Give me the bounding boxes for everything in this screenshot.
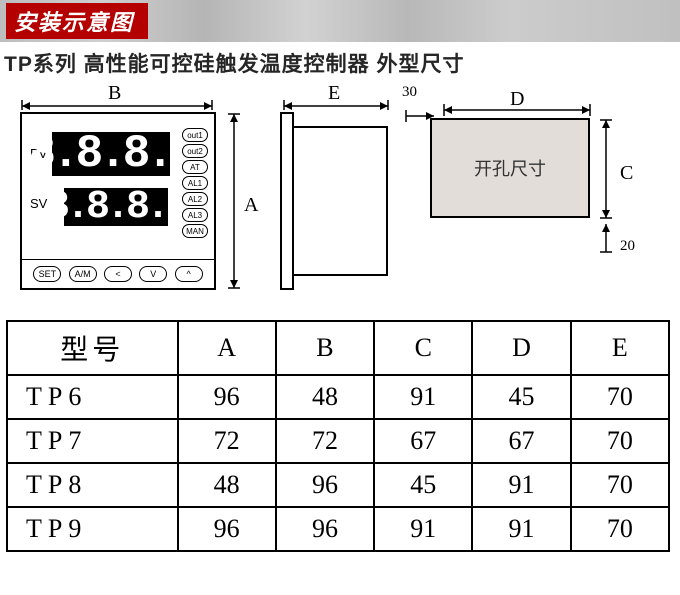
col-model: 型号 bbox=[7, 321, 178, 375]
cell: 96 bbox=[178, 375, 276, 419]
left-button: < bbox=[104, 266, 132, 282]
led-al3: AL3 bbox=[182, 208, 208, 222]
diagram-area: B A PV 8.8.8.8 SV 8.8.8.8 out1 out2 AT A… bbox=[0, 84, 680, 314]
table-header-row: 型号 A B C D E bbox=[7, 321, 669, 375]
cutout-label: 开孔尺寸 bbox=[474, 155, 546, 181]
cell: 45 bbox=[374, 463, 472, 507]
led-al1: AL1 bbox=[182, 176, 208, 190]
cell: 91 bbox=[472, 463, 570, 507]
offset-right-label: 20 bbox=[620, 238, 635, 255]
pv-segments: 8.8.8.8 bbox=[28, 128, 193, 180]
led-man: MAN bbox=[182, 224, 208, 238]
dim-c-label: C bbox=[620, 162, 633, 185]
dim-b-label: B bbox=[108, 82, 121, 105]
table-row: TP9 96 96 91 91 70 bbox=[7, 507, 669, 551]
cutout-rect: 开孔尺寸 bbox=[430, 118, 590, 218]
cell: 70 bbox=[571, 375, 669, 419]
cell: 96 bbox=[276, 463, 374, 507]
dim-a-arrow bbox=[222, 108, 246, 294]
col-a: A bbox=[178, 321, 276, 375]
button-row: SET A/M < V ^ bbox=[22, 259, 214, 282]
subtitle: TP系列 高性能可控硅触发温度控制器 外型尺寸 bbox=[0, 42, 680, 84]
side-body bbox=[294, 126, 388, 276]
am-button: A/M bbox=[69, 266, 97, 282]
offset-top-label: 30 bbox=[402, 84, 417, 101]
model-cell: TP9 bbox=[7, 507, 178, 551]
set-button: SET bbox=[33, 266, 61, 282]
side-view bbox=[280, 112, 390, 290]
led-al2: AL2 bbox=[182, 192, 208, 206]
dim-c-arrow bbox=[594, 114, 618, 226]
col-c: C bbox=[374, 321, 472, 375]
header-title: 安装示意图 bbox=[6, 3, 148, 39]
model-cell: TP7 bbox=[7, 419, 178, 463]
offset-right-arrow bbox=[594, 222, 618, 262]
front-panel: PV 8.8.8.8 SV 8.8.8.8 out1 out2 AT AL1 A… bbox=[20, 112, 216, 290]
table-row: TP7 72 72 67 67 70 bbox=[7, 419, 669, 463]
up-button: ^ bbox=[175, 266, 203, 282]
cell: 45 bbox=[472, 375, 570, 419]
model-cell: TP6 bbox=[7, 375, 178, 419]
header-bar: 安装示意图 bbox=[0, 0, 680, 42]
cutout-group: 30 D 开孔尺寸 C 20 bbox=[430, 118, 590, 218]
cell: 96 bbox=[178, 507, 276, 551]
col-d: D bbox=[472, 321, 570, 375]
model-cell: TP8 bbox=[7, 463, 178, 507]
table-row: TP6 96 48 91 45 70 bbox=[7, 375, 669, 419]
cell: 67 bbox=[472, 419, 570, 463]
sv-label: SV bbox=[30, 196, 47, 211]
cell: 91 bbox=[472, 507, 570, 551]
cell: 72 bbox=[276, 419, 374, 463]
dim-a-label: A bbox=[244, 194, 258, 217]
cell: 67 bbox=[374, 419, 472, 463]
led-out2: out2 bbox=[182, 144, 208, 158]
cell: 48 bbox=[178, 463, 276, 507]
sv-segments: 8.8.8.8 bbox=[46, 185, 186, 230]
cell: 72 bbox=[178, 419, 276, 463]
cell: 70 bbox=[571, 419, 669, 463]
led-out1: out1 bbox=[182, 128, 208, 142]
cell: 70 bbox=[571, 507, 669, 551]
col-e: E bbox=[571, 321, 669, 375]
cell: 96 bbox=[276, 507, 374, 551]
dimension-table: 型号 A B C D E TP6 96 48 91 45 70 TP7 72 7… bbox=[6, 320, 670, 552]
cell: 70 bbox=[571, 463, 669, 507]
sv-display: 8.8.8.8 bbox=[64, 188, 168, 226]
dim-d-label: D bbox=[510, 88, 524, 111]
led-at: AT bbox=[182, 160, 208, 174]
cell: 91 bbox=[374, 507, 472, 551]
col-b: B bbox=[276, 321, 374, 375]
down-button: V bbox=[139, 266, 167, 282]
dim-e-label: E bbox=[328, 82, 340, 105]
table-row: TP8 48 96 45 91 70 bbox=[7, 463, 669, 507]
pv-display: 8.8.8.8 bbox=[52, 132, 170, 176]
side-flange bbox=[280, 112, 294, 290]
cell: 48 bbox=[276, 375, 374, 419]
cell: 91 bbox=[374, 375, 472, 419]
led-column: out1 out2 AT AL1 AL2 AL3 MAN bbox=[182, 128, 208, 238]
